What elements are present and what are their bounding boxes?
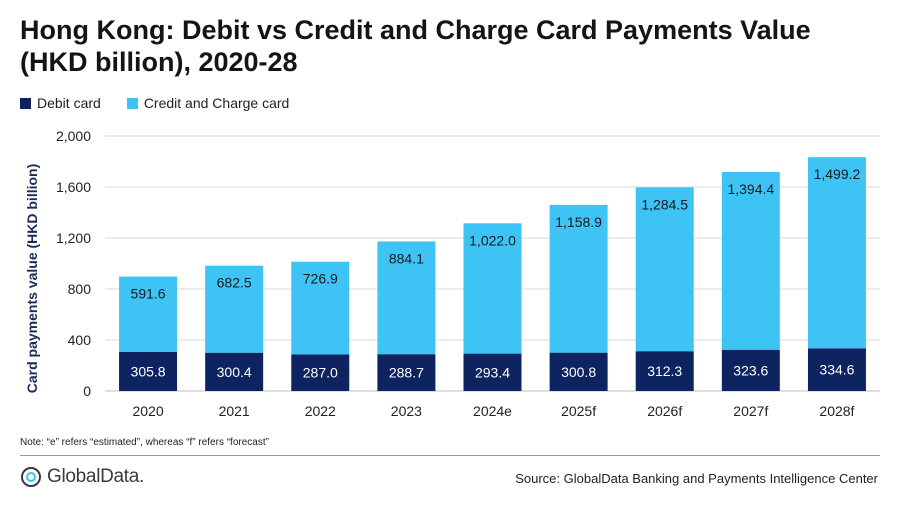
footnote: Note: “e” refers “estimated”, whereas “f…	[20, 437, 269, 448]
bar-credit	[377, 241, 436, 355]
legend-swatch-debit	[20, 97, 31, 109]
data-label-debit: 287.0	[303, 365, 338, 381]
bar-debit	[119, 352, 178, 391]
data-label-credit: 1,499.2	[814, 166, 861, 182]
bar-credit	[463, 223, 522, 354]
data-label-debit: 312.3	[647, 363, 682, 379]
stacked-bar-chart: 0 400 800 1,200 1,600 2,000 Card payments valu…	[24, 128, 880, 419]
source-note: Source: GlobalData Banking and Payments …	[515, 471, 878, 486]
legend-swatch-credit	[126, 97, 138, 109]
legend-item-credit: Credit and Charge card	[126, 95, 290, 111]
data-label-credit: 1,394.4	[727, 181, 774, 197]
x-tick-label: 2028f	[819, 403, 854, 419]
y-tick-label: 800	[68, 281, 92, 297]
x-tick-label: 2024e	[473, 403, 512, 419]
data-label-credit: 1,284.5	[641, 196, 688, 212]
x-tick-label: 2025f	[561, 403, 596, 419]
bar-debit	[377, 354, 436, 391]
x-tick-label: 2023	[391, 403, 422, 419]
x-tick-label: 2027f	[733, 403, 768, 419]
data-label-debit: 293.4	[475, 364, 510, 380]
bar-debit	[635, 351, 694, 391]
data-label-debit: 323.6	[733, 362, 768, 378]
x-tick-label: 2020	[132, 403, 163, 419]
bar-debit	[721, 349, 780, 391]
chart-title: Hong Kong: Debit vs Credit and Charge Ca…	[20, 15, 811, 77]
globaldata-logo: GlobalData.	[20, 466, 144, 488]
legend-item-debit: Debit card	[20, 95, 101, 111]
x-tick-label: 2026f	[647, 403, 682, 419]
y-tick-label: 1,600	[56, 179, 91, 195]
data-label-credit: 1,158.9	[555, 214, 602, 230]
footer-divider	[20, 455, 880, 456]
data-label-debit: 334.6	[819, 362, 854, 378]
y-tick-label: 0	[83, 383, 91, 399]
bar-credit	[119, 276, 178, 353]
bar-credit	[721, 171, 780, 350]
data-label-credit: 682.5	[217, 275, 252, 291]
data-label-debit: 300.8	[561, 364, 596, 380]
data-label-debit: 305.8	[131, 364, 166, 380]
data-label-credit: 591.6	[131, 286, 166, 302]
legend-label-credit: Credit and Charge card	[143, 95, 290, 111]
data-label-credit: 884.1	[389, 250, 424, 266]
y-tick-label: 1,200	[56, 230, 91, 246]
bar-credit	[807, 157, 866, 349]
legend: Debit card Credit and Charge card	[20, 95, 315, 111]
globaldata-logo-icon	[21, 467, 41, 487]
data-label-debit: 300.4	[217, 364, 252, 380]
x-tick-label: 2021	[219, 403, 250, 419]
bar-debit	[291, 354, 350, 391]
bar-debit	[549, 352, 608, 391]
bar-credit	[635, 187, 694, 352]
bar-debit	[463, 353, 522, 391]
data-label-credit: 726.9	[303, 271, 338, 287]
y-tick-label: 2,000	[56, 128, 91, 144]
legend-label-debit: Debit card	[37, 95, 101, 111]
logo-wordmark: GlobalData.	[47, 466, 145, 487]
data-label-debit: 288.7	[389, 365, 424, 381]
y-axis-title: Card payments value (HKD billion)	[24, 164, 40, 393]
bar-debit	[205, 352, 264, 391]
data-label-credit: 1,022.0	[469, 232, 516, 248]
x-tick-label: 2022	[305, 403, 336, 419]
y-tick-label: 400	[68, 332, 92, 348]
bar-credit	[205, 265, 264, 353]
bar-credit	[549, 204, 608, 353]
bar-debit	[807, 348, 866, 391]
bar-credit	[291, 261, 350, 355]
